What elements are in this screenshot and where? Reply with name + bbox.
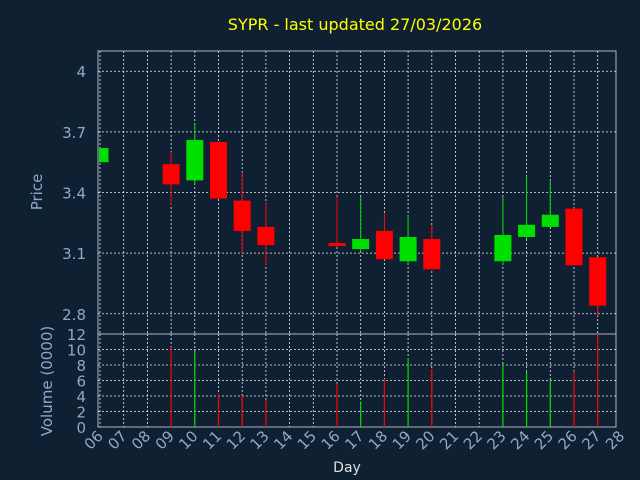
candle-body	[541, 214, 559, 227]
price-y-tick-labels: 4 3.7 3.4 3.1 2.8	[62, 63, 86, 324]
candle-body	[162, 164, 180, 185]
volume-y-tick-label: 6	[76, 373, 86, 391]
price-y-tick-label: 2.8	[62, 306, 86, 324]
candle-body	[257, 226, 275, 246]
price-y-tick-label: 3.4	[62, 185, 86, 203]
x-axis-label: Day	[333, 460, 361, 476]
price-axis-label: Price	[28, 174, 46, 211]
candle-body	[210, 141, 227, 199]
volume-y-tick-label: 8	[76, 357, 86, 375]
candle-body	[352, 238, 370, 250]
volume-y-tick-label: 2	[76, 404, 86, 422]
price-y-tick-label: 3.1	[62, 245, 86, 263]
candle-body	[328, 243, 346, 247]
x-tick-labels: 0607080910111213141516171819202122232425…	[81, 427, 629, 453]
volume-y-tick-label: 0	[76, 419, 86, 437]
candle-body	[565, 208, 583, 266]
candle-body	[375, 230, 393, 260]
price-y-tick-label: 3.7	[62, 124, 86, 142]
volume-y-tick-label: 12	[67, 326, 86, 344]
volume-series	[170, 334, 599, 427]
candle-body	[494, 234, 512, 262]
candle-body	[233, 200, 251, 231]
candle-body	[589, 257, 607, 306]
candle-body	[99, 148, 109, 163]
candle-body	[518, 224, 536, 237]
price-y-tick-label: 4	[76, 63, 86, 81]
candle-body	[399, 236, 417, 262]
volume-y-tick-label: 4	[76, 388, 86, 406]
chart-title: SYPR - last updated 27/03/2026	[228, 15, 482, 34]
candlestick-series	[99, 123, 607, 316]
candle-body	[423, 238, 441, 270]
candle-body	[186, 139, 204, 181]
volume-y-tick-label: 10	[67, 342, 86, 360]
volume-axis-label: Volume (0000)	[38, 326, 56, 436]
